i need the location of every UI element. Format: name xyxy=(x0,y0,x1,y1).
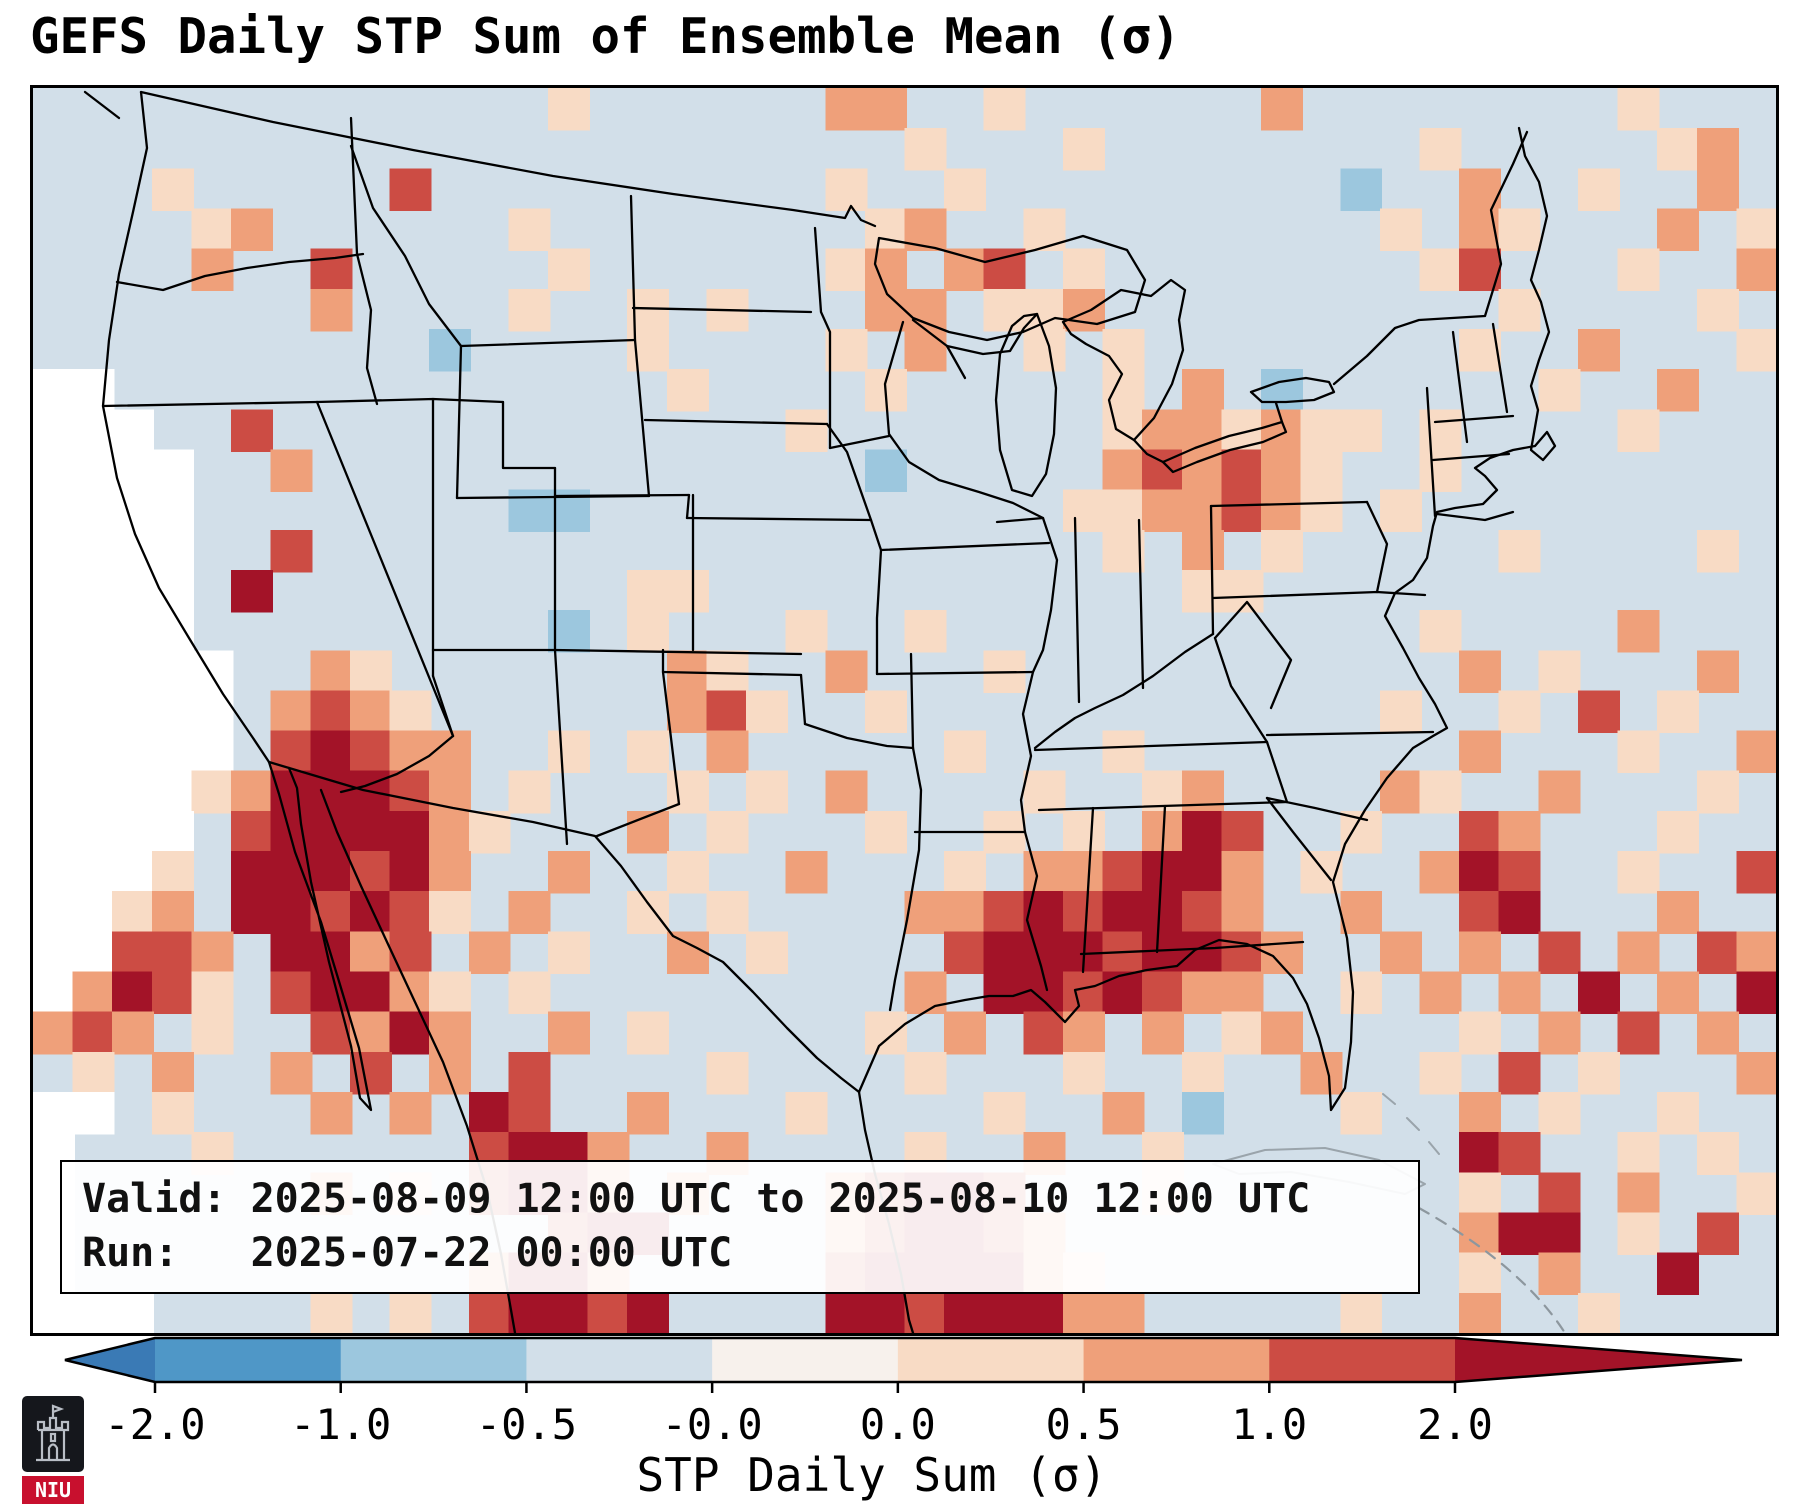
ca-az-river xyxy=(339,734,455,794)
us-mexico-border xyxy=(267,760,861,1094)
colorbar-tick-label: 2.0 xyxy=(1417,1400,1493,1449)
tn-nc-border xyxy=(1265,740,1289,804)
ma-north-border xyxy=(1433,414,1515,424)
detroit-river xyxy=(1132,438,1165,464)
colorbar: -2.0 -1.0 -0.5 -0.0 0.0 0.5 1.0 2.0 STP Daily S… xyxy=(30,1336,1773,1506)
pa-north-border xyxy=(1209,500,1369,508)
tx-ok-100w xyxy=(799,673,807,726)
baja-peninsula xyxy=(267,760,373,1112)
colorbar-tick-label: 1.0 xyxy=(1231,1400,1308,1449)
nc-sc-border xyxy=(1265,796,1369,822)
wisconsin-michigan-border xyxy=(945,344,967,380)
ia-mn-border xyxy=(828,434,891,450)
colorbar-tick-label: 0.0 xyxy=(859,1400,936,1449)
upper-peninsula-shore xyxy=(911,312,1039,356)
in-oh-border xyxy=(1137,518,1145,690)
nv-az-border xyxy=(431,674,455,738)
ut-wy-notch xyxy=(501,400,557,470)
sd-ne-border xyxy=(643,418,829,426)
wv-border-hint xyxy=(1213,600,1293,710)
ky-va-border xyxy=(1213,636,1269,744)
va-nc-border xyxy=(1265,730,1435,737)
wi-il-border xyxy=(995,516,1045,524)
or-id-border xyxy=(355,252,379,406)
niagara-river xyxy=(1274,401,1284,424)
id-mt-border xyxy=(349,144,463,348)
ny-east-border xyxy=(1425,386,1437,518)
wa-id-border xyxy=(349,116,359,256)
map-panel: Valid: 2025-08-09 12:00 UTC to 2025-08-1… xyxy=(30,85,1779,1336)
wy-west-border xyxy=(455,344,463,500)
long-island xyxy=(1435,510,1515,522)
mt-wy-border xyxy=(459,338,637,348)
37n-border xyxy=(553,648,803,656)
lake-superior xyxy=(873,234,1147,342)
missouri-river xyxy=(825,422,883,676)
logo-text: NIU xyxy=(35,1478,71,1502)
vancouver-island xyxy=(83,90,121,120)
bahamas-islands xyxy=(1382,1093,1440,1155)
mt-nd-sd-104w xyxy=(629,194,651,498)
ma-south-border xyxy=(1431,452,1511,462)
ok-east-border xyxy=(909,652,915,750)
tx-la-border xyxy=(888,746,923,1012)
colorbar-tick-label: -0.5 xyxy=(475,1400,577,1449)
gulf-atlantic-coast xyxy=(857,126,1557,1112)
co-north-border xyxy=(553,493,691,498)
nh-me-border xyxy=(1491,322,1509,414)
niu-logo: NIU xyxy=(22,1396,84,1504)
il-in-border xyxy=(1073,516,1081,704)
tn-south-border xyxy=(1037,800,1289,812)
map-boundaries xyxy=(83,90,1567,1333)
logo-red-band xyxy=(22,1476,84,1504)
colorbar-label: STP Daily Sum (σ) xyxy=(636,1448,1108,1502)
lake-huron xyxy=(1061,278,1187,442)
mo-ar-border xyxy=(875,670,1035,676)
valid-run-infobox: Valid: 2025-08-09 12:00 UTC to 2025-08-1… xyxy=(60,1160,1420,1294)
ca-nv-diagonal xyxy=(315,400,455,738)
fl-north-border xyxy=(1079,940,1305,956)
colorbar-tick-label: 0.5 xyxy=(1045,1400,1122,1449)
ne-ks-border xyxy=(685,516,873,522)
canada-border xyxy=(139,90,877,228)
vt-nh-border xyxy=(1451,330,1469,444)
castle-tower-icon xyxy=(36,1404,70,1462)
ms-al-border xyxy=(1081,806,1095,974)
ia-mo-border xyxy=(879,541,1051,552)
wa-or-border xyxy=(115,252,365,292)
pacific-coast xyxy=(101,90,271,764)
dashed-boundary xyxy=(1417,1206,1567,1333)
st-lawrence-ne-border xyxy=(1332,130,1529,386)
oh-pa-border xyxy=(1209,504,1215,636)
nm-tx-103w xyxy=(661,648,681,806)
colorbar-tick-label: -2.0 xyxy=(104,1400,206,1449)
mississippi-river xyxy=(883,320,1059,992)
lake-erie xyxy=(1161,420,1288,474)
figure-title: GEFS Daily STP Sum of Ensemble Mean (σ) xyxy=(30,8,1181,65)
nd-sd-border xyxy=(631,306,813,314)
ky-tn-border xyxy=(1033,740,1269,752)
colorbar-gradient-bar xyxy=(64,1336,1743,1393)
lake-ontario xyxy=(1249,376,1336,404)
ga-sc-border xyxy=(1265,796,1333,882)
colorbar-tick-label: -1.0 xyxy=(290,1400,392,1449)
al-ga-border xyxy=(1155,804,1167,954)
mn-west-border xyxy=(813,226,832,450)
red-river xyxy=(803,722,915,750)
lake-michigan xyxy=(994,312,1058,498)
delaware-river xyxy=(1365,500,1389,594)
tx-32n xyxy=(595,802,681,838)
ok-panhandle-south xyxy=(661,670,803,677)
42n-border xyxy=(101,397,505,408)
valid-text: Valid: 2025-08-09 12:00 UTC to 2025-08-1… xyxy=(82,1176,1311,1222)
ne-sw-corner xyxy=(685,493,691,520)
colorbar-tick-label: -0.0 xyxy=(661,1400,763,1449)
run-text: Run: 2025-07-22 00:00 UTC xyxy=(82,1230,733,1276)
ohio-river xyxy=(1033,632,1215,750)
az-nm-border xyxy=(553,648,569,846)
